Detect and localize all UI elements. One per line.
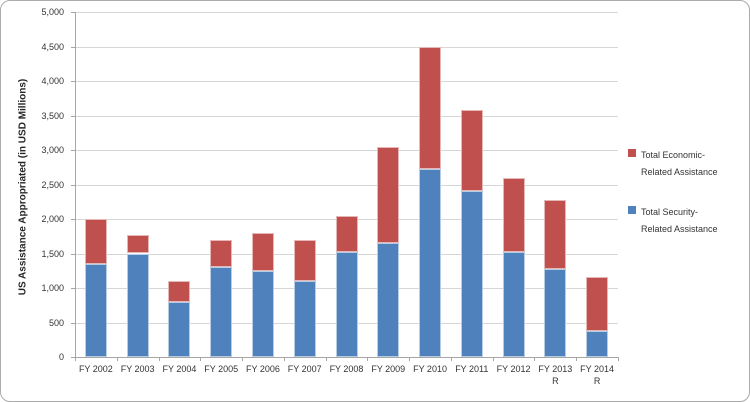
x-axis-tick xyxy=(450,357,452,361)
x-axis-tick xyxy=(116,357,118,361)
x-axis-tick xyxy=(618,357,619,361)
x-axis-tick xyxy=(75,357,76,361)
legend-label-line: Total Security- xyxy=(641,207,699,217)
legend-label-line: Related Assistance xyxy=(641,224,718,234)
y-tick-label: 3,000 xyxy=(41,145,64,155)
x-tick-label: FY 2013 R xyxy=(525,363,585,387)
x-tick-sublabel: R xyxy=(593,376,601,386)
legend-label: Total Economic- Related Assistance xyxy=(641,147,746,181)
y-tick-label: 3,500 xyxy=(41,110,64,121)
y-tick-label: 2,000 xyxy=(41,214,64,224)
y-tick-label: 5,000 xyxy=(41,7,64,17)
legend-label: Total Security- Related Assistance xyxy=(641,204,746,238)
y-tick-label: 1,500 xyxy=(41,248,64,259)
y-axis-line xyxy=(75,12,76,361)
y-axis-tick xyxy=(71,357,75,358)
x-axis-tick xyxy=(534,357,536,361)
legend-swatch-icon xyxy=(628,149,636,157)
bar-segment-security xyxy=(544,269,567,357)
x-axis-tick xyxy=(409,357,411,361)
bar-segment-economic xyxy=(251,232,274,271)
bar-segment-economic xyxy=(502,177,525,252)
bar-segment-security xyxy=(126,253,149,357)
y-axis-tick xyxy=(71,184,75,186)
y-axis-tick xyxy=(71,253,75,255)
bar-segment-economic xyxy=(210,239,233,268)
y-axis-tick xyxy=(71,150,75,151)
x-tick-label: FY 2003 xyxy=(120,364,155,374)
bar-segment-economic xyxy=(293,239,316,282)
x-tick-label: FY 2002 xyxy=(78,364,113,374)
y-axis-tick xyxy=(71,115,75,117)
bar-segment-economic xyxy=(544,200,567,270)
gridline xyxy=(75,12,618,13)
x-tick-label: FY 2005 xyxy=(204,364,239,374)
bar-segment-economic xyxy=(126,234,149,254)
y-axis-tick xyxy=(71,288,75,289)
bar-segment-security xyxy=(335,251,358,357)
x-axis-line xyxy=(75,357,618,358)
x-tick-label: FY 2008 xyxy=(329,364,364,374)
bar-segment-security xyxy=(168,301,191,357)
bar-segment-security xyxy=(251,270,274,357)
y-axis-tick xyxy=(71,322,75,324)
x-tick-label: FY 2007 xyxy=(287,364,322,374)
legend-swatch-icon xyxy=(628,206,636,214)
y-tick-label: 500 xyxy=(48,317,64,328)
y-tick-label: 1,000 xyxy=(41,283,64,293)
y-axis-tick xyxy=(71,12,75,13)
x-axis-tick xyxy=(325,357,327,361)
x-axis-tick xyxy=(242,357,244,361)
bar-segment-security xyxy=(502,251,525,357)
legend-label-line: Total Economic- xyxy=(641,150,706,160)
x-tick-label: FY 2004 xyxy=(162,364,197,374)
bar-segment-security xyxy=(419,168,442,357)
x-axis-tick xyxy=(367,357,369,361)
bar-segment-economic xyxy=(377,146,400,244)
x-tick-label: FY 2014 R xyxy=(567,363,627,387)
y-tick-label: 4,500 xyxy=(41,41,64,52)
x-tick-label: FY 2006 xyxy=(246,364,280,374)
legend-item: Total Security- Related Assistance xyxy=(628,204,746,238)
x-axis-tick xyxy=(283,357,285,361)
x-tick-label: FY 2012 xyxy=(496,364,531,374)
x-tick-sublabel: R xyxy=(552,376,559,386)
gridline xyxy=(75,184,618,186)
x-axis-tick xyxy=(576,357,578,361)
bar-segment-economic xyxy=(460,110,483,192)
legend-label-line: Related Assistance xyxy=(641,167,718,177)
y-tick-label: 0 xyxy=(58,352,64,362)
x-tick-label: FY 2009 xyxy=(371,364,406,374)
gridline xyxy=(75,81,618,82)
x-axis-tick xyxy=(158,357,160,361)
bar-segment-economic xyxy=(335,215,358,252)
bar-segment-economic xyxy=(84,219,107,264)
y-tick-label: 4,000 xyxy=(41,76,64,86)
bar-segment-security xyxy=(586,331,609,357)
x-axis-tick xyxy=(200,357,202,361)
y-tick-label: 2,500 xyxy=(41,179,64,190)
y-axis-tick xyxy=(71,219,75,220)
bar-segment-security xyxy=(84,263,107,357)
bar-segment-security xyxy=(460,191,483,357)
bar-segment-economic xyxy=(168,281,191,302)
x-tick-label: FY 2011 xyxy=(455,364,489,374)
bar-segment-security xyxy=(210,267,233,357)
x-tick-label: FY 2010 xyxy=(413,364,447,374)
gridline xyxy=(75,115,618,117)
y-axis-tick xyxy=(71,81,75,82)
gridline xyxy=(75,150,618,151)
bar-segment-economic xyxy=(419,46,442,169)
bar-segment-economic xyxy=(586,276,609,332)
bar-segment-security xyxy=(293,281,316,357)
legend-item: Total Economic- Related Assistance xyxy=(628,147,746,181)
x-axis-tick xyxy=(492,357,494,361)
bar-segment-security xyxy=(377,243,400,357)
y-axis-tick xyxy=(71,46,75,48)
gridline xyxy=(75,46,618,48)
